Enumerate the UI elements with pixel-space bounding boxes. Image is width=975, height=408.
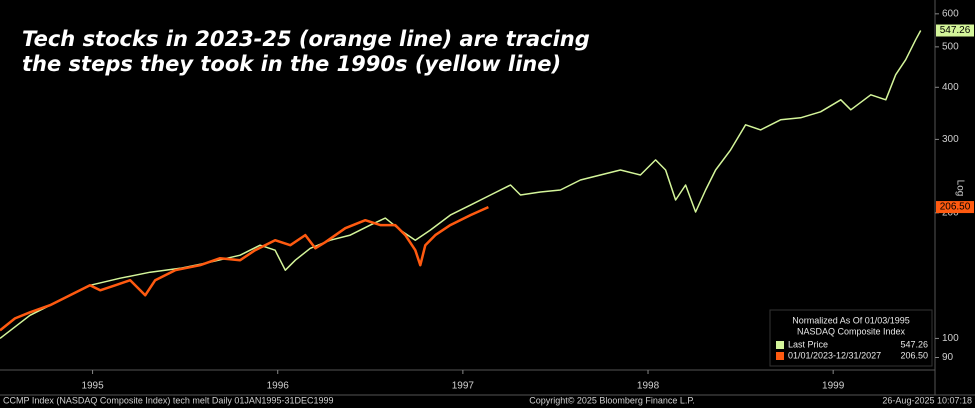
last-value-label: 206.50 xyxy=(940,202,971,213)
chart-title: the steps they took in the 1990s (yellow… xyxy=(22,52,561,76)
legend-swatch xyxy=(776,341,784,349)
last-value-tag xyxy=(936,24,974,37)
y-tick-label: 100 xyxy=(942,333,959,344)
y-tick-label: 600 xyxy=(942,8,959,19)
legend-swatch xyxy=(776,352,784,360)
legend-label: Last Price xyxy=(788,339,828,349)
legend-value: 206.50 xyxy=(900,350,928,360)
series-line xyxy=(0,30,922,339)
x-tick-label: 1995 xyxy=(81,381,104,392)
x-tick-label: 1999 xyxy=(822,381,845,392)
legend-label: 01/01/2023-12/31/2027 xyxy=(788,350,881,360)
legend-box xyxy=(769,309,933,367)
legend-value: 547.26 xyxy=(900,339,928,349)
y-tick-label: 90 xyxy=(942,352,954,363)
footer-text: CCMP Index (NASDAQ Composite Index) tech… xyxy=(3,395,333,405)
x-tick-label: 1996 xyxy=(267,381,290,392)
legend-title: NASDAQ Composite Index xyxy=(797,326,906,336)
footer-text: Copyright© 2025 Bloomberg Finance L.P. xyxy=(529,395,695,405)
last-value-label: 547.26 xyxy=(940,25,971,36)
y-tick-label: 400 xyxy=(942,82,959,93)
legend-title: Normalized As Of 01/03/1995 xyxy=(792,315,910,325)
series-line xyxy=(0,205,489,332)
y-axis-label: Log xyxy=(954,180,965,197)
chart-title: Tech stocks in 2023-25 (orange line) are… xyxy=(22,27,590,51)
last-value-tag xyxy=(936,201,974,214)
x-tick-label: 1998 xyxy=(637,381,660,392)
y-tick-label: 500 xyxy=(942,42,959,53)
y-tick-label: 300 xyxy=(942,134,959,145)
footer-text: 26-Aug-2025 10:07:18 xyxy=(882,395,972,405)
x-tick-label: 1997 xyxy=(452,381,475,392)
